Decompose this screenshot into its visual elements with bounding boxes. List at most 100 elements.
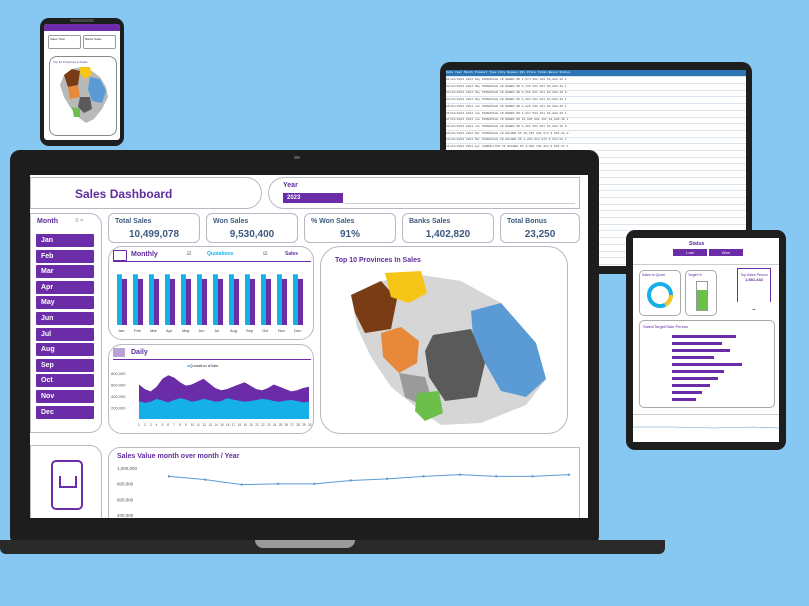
- spreadsheet-row[interactable]: 08/03/2023 2023 Jun PAPERVALE CR REBRA O…: [446, 124, 746, 131]
- spreadsheet-row[interactable]: 06/03/2023 2023 Jun PAPERVALE CR REBRA O…: [446, 111, 746, 118]
- month-button-feb[interactable]: Feb: [36, 249, 94, 263]
- spreadsheet-header-row: Date Year Month Product Type City Region…: [446, 70, 746, 77]
- daily-x-tick: 24: [273, 423, 277, 427]
- month-button-mar[interactable]: Mar: [36, 265, 94, 279]
- sales-target-bar: [672, 391, 702, 394]
- spreadsheet-row[interactable]: 11/03/2023 2023 Apr CARROLLTON TR WACHEN…: [446, 144, 746, 151]
- spreadsheet-row[interactable]: 02/03/2023 2023 May PAPERVALE CR REBRA O…: [446, 84, 746, 91]
- daily-x-tick: 27: [290, 423, 294, 427]
- daily-y-tick: 200,000: [111, 406, 126, 411]
- title-box: Sales Dashboard: [30, 177, 262, 209]
- sales-value-line-chart: 1,000,000 800,000 600,000 400,000: [117, 466, 571, 518]
- spreadsheet-row[interactable]: 04/03/2023 2023 May PAPERVALE CR REBRA O…: [446, 97, 746, 105]
- month-button-may[interactable]: May: [36, 296, 94, 310]
- monthly-bar-sales: [170, 278, 175, 325]
- value-point: [385, 477, 389, 481]
- sales-target-bar: [672, 370, 724, 373]
- daily-x-tick: 15: [220, 423, 224, 427]
- month-button-jan[interactable]: Jan: [36, 234, 94, 247]
- sales-target-bar: [672, 384, 710, 387]
- monthly-title: Monthly: [131, 251, 158, 258]
- daily-calendar-icon: [113, 348, 125, 357]
- sales-target-bar: [672, 342, 722, 345]
- daily-x-tick: 14: [214, 423, 218, 427]
- sales-target-title: Sales/Target/Sale Person: [643, 324, 689, 329]
- kpi-value: 10,499,078: [128, 229, 180, 240]
- spreadsheet-row[interactable]: 05/03/2023 2023 Jun PAPERVALE CR REBRA O…: [446, 104, 746, 111]
- spreadsheet-row[interactable]: 10/03/2023 2023 Mar PAPERVALE CR WACHEN …: [446, 137, 746, 145]
- value-point: [567, 473, 571, 476]
- sales-value-chart-box: Sales Value month over month / Year 1,00…: [108, 447, 580, 518]
- webcam: [294, 156, 300, 159]
- top-sales-value: 1,581,434: [745, 277, 763, 282]
- small-tablet-device: Status Lost Won Sales to Quote Target % …: [626, 230, 786, 450]
- daily-x-tick: 22: [261, 423, 265, 427]
- daily-x-tick: 26: [285, 423, 289, 427]
- monthly-bar-quotations: [277, 274, 282, 325]
- monthly-tick-label: Jun: [198, 328, 204, 333]
- daily-y-tick: 600,000: [111, 383, 126, 388]
- status-won-button[interactable]: Won: [709, 249, 743, 256]
- footer-line-icon: [633, 426, 779, 429]
- kpi-card-3: Banks Sales 1,402,820: [402, 213, 494, 243]
- status-lost-button[interactable]: Lost: [673, 249, 707, 256]
- value-y-tick: 1,000,000: [117, 466, 138, 471]
- year-2023-button[interactable]: 2023: [283, 193, 343, 203]
- kpi-value: 1,402,820: [425, 229, 471, 240]
- month-button-dec[interactable]: Dec: [36, 405, 94, 419]
- daily-x-tick: 30: [308, 423, 312, 427]
- value-point: [495, 475, 498, 478]
- monthly-bar-sales: [234, 278, 239, 325]
- top-sales-person-card: Top Sales Person 1,581,434: [737, 268, 771, 310]
- monthly-bar-quotations: [245, 274, 250, 325]
- monthly-bar-quotations: [117, 274, 122, 325]
- month-label: Month: [37, 218, 58, 225]
- spreadsheet-row[interactable]: 03/03/2023 2023 May PAPERVALE CR REBRA O…: [446, 90, 746, 98]
- daily-x-tick: 28: [296, 423, 300, 427]
- target-label: Target %: [688, 273, 702, 277]
- small-tablet-screen: Status Lost Won Sales to Quote Target % …: [633, 238, 779, 442]
- month-button-sep[interactable]: Sep: [36, 358, 94, 372]
- month-button-oct[interactable]: Oct: [36, 374, 94, 388]
- month-button-aug[interactable]: Aug: [36, 343, 94, 357]
- daily-x-tick: 18: [238, 423, 242, 427]
- spreadsheet-row[interactable]: 09/03/2023 2023 Mar PAPERVALE CR WACHEN …: [446, 131, 746, 138]
- laptop-notch: [255, 540, 355, 548]
- phone-screen: Sales Total Banks Sales Top 10 Provinces…: [44, 24, 120, 140]
- monthly-tick-label: Feb: [134, 328, 142, 333]
- daily-x-tick: 8: [179, 423, 181, 427]
- spreadsheet-row[interactable]: 01/03/2023 2023 May PAPERVALE CR REBRA O…: [446, 77, 746, 84]
- daily-x-tick: 21: [255, 423, 259, 427]
- monthly-bar-sales: [250, 278, 255, 325]
- kpi-label: % Won Sales: [311, 218, 355, 225]
- daily-x-tick: 23: [267, 423, 271, 427]
- month-button-jun[interactable]: Jun: [36, 312, 94, 325]
- kpi-value: 91%: [339, 229, 360, 240]
- region-madinah: [381, 327, 419, 373]
- daily-title: Daily: [131, 349, 148, 356]
- daily-x-tick: 29: [302, 423, 306, 427]
- region-riyadh: [425, 329, 485, 401]
- value-point: [458, 473, 462, 476]
- monthly-bar-sales: [186, 278, 191, 325]
- status-label: Status: [689, 241, 705, 247]
- month-button-jul[interactable]: Jul: [36, 327, 94, 341]
- month-button-apr[interactable]: Apr: [36, 280, 94, 294]
- laptop-device: Sales Dashboard Year 2023 Month ≡ ≈ Jan F…: [10, 150, 599, 546]
- monthly-bar-quotations: [165, 274, 170, 325]
- value-point: [422, 475, 425, 478]
- spreadsheet-row[interactable]: 07/03/2023 2023 Jun PAPERVALE CR REBRA O…: [446, 117, 746, 125]
- year-box: Year 2023: [268, 177, 580, 209]
- quotations-checkbox-icon[interactable]: ☑: [187, 251, 192, 257]
- monthly-bar-sales: [122, 278, 127, 325]
- sales-value-title: Sales Value month over month / Year: [117, 453, 240, 460]
- monthly-tick-label: Sep: [246, 328, 254, 333]
- page-title: Sales Dashboard: [75, 187, 173, 201]
- donut-chart-icon: [647, 282, 673, 308]
- kpi-value: 9,530,400: [229, 229, 275, 240]
- sales-target-bar: [672, 398, 696, 401]
- sales-checkbox-icon[interactable]: ☑: [263, 251, 268, 257]
- monthly-bar-quotations: [293, 274, 298, 325]
- kpi-label: Total Sales: [115, 218, 152, 225]
- month-button-nov[interactable]: Nov: [36, 390, 94, 403]
